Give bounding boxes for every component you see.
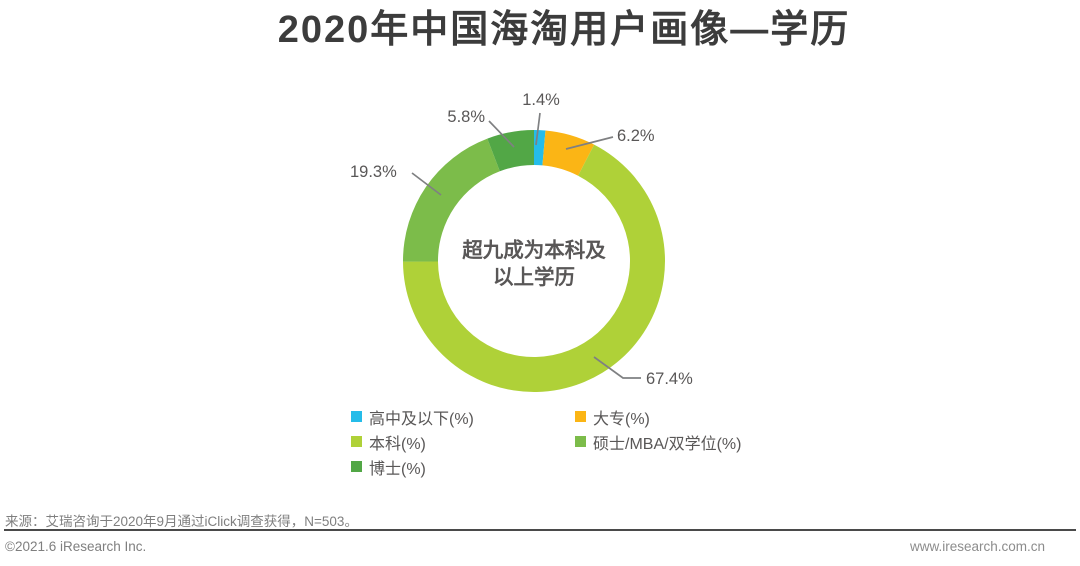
donut-segment-4 [487,130,534,172]
legend-label-college: 大专(%) [593,410,650,428]
legend-label-doctor: 博士(%) [369,460,426,478]
slice-label-master: 19.3% [350,163,397,181]
slice-label-doctor: 5.8% [447,108,485,126]
donut-segments [402,130,665,393]
leader-line-master [411,172,442,196]
leader-lines [411,112,641,379]
leader-line-highschool [535,112,541,146]
chart-title: 2020年中国海淘用户画像—学历 [277,9,851,51]
slice-label-bachelor: 67.4% [646,370,693,388]
legend-item-college: 大专(%) [575,405,741,429]
donut-segment-1 [542,130,595,176]
website-text: www.iresearch.com.cn [909,539,1045,554]
legend-swatch-bachelor-icon [351,436,362,447]
legend-swatch-doctor-icon [351,461,362,472]
leader-line-bachelor [593,356,641,379]
legend-item-master: 硕士/MBA/双学位(%) [575,430,741,454]
donut-segment-3 [402,138,500,262]
legend-item-highschool: 高中及以下(%) [351,405,575,429]
slice-label-highschool: 1.4% [522,91,560,109]
donut-center-line1: 超九成为本科及 [462,239,606,262]
source-note: 来源：艾瑞咨询于2020年9月通过iClick调查获得，N=503。 [5,514,358,529]
legend-swatch-master-icon [575,436,586,447]
legend-item-doctor: 博士(%) [351,455,575,479]
copyright-text: ©2021.6 iResearch Inc. [5,539,147,554]
chart-legend: 高中及以下(%) 大专(%) 本科(%) 硕士/MBA/双学位(%) 博士(%) [351,404,741,479]
legend-item-bachelor: 本科(%) [351,430,575,454]
legend-swatch-highschool-icon [351,411,362,422]
leader-line-college [565,136,614,150]
legend-label-bachelor: 本科(%) [369,435,426,453]
slice-label-college: 6.2% [617,127,655,145]
donut-center-line2: 以上学历 [493,266,575,289]
footer-divider [4,529,1076,531]
donut-center-text: 超九成为本科及 以上学历 [419,237,649,291]
leader-line-doctor [488,120,515,148]
legend-label-highschool: 高中及以下(%) [369,410,474,428]
legend-label-master: 硕士/MBA/双学位(%) [593,435,742,453]
legend-swatch-college-icon [575,411,586,422]
